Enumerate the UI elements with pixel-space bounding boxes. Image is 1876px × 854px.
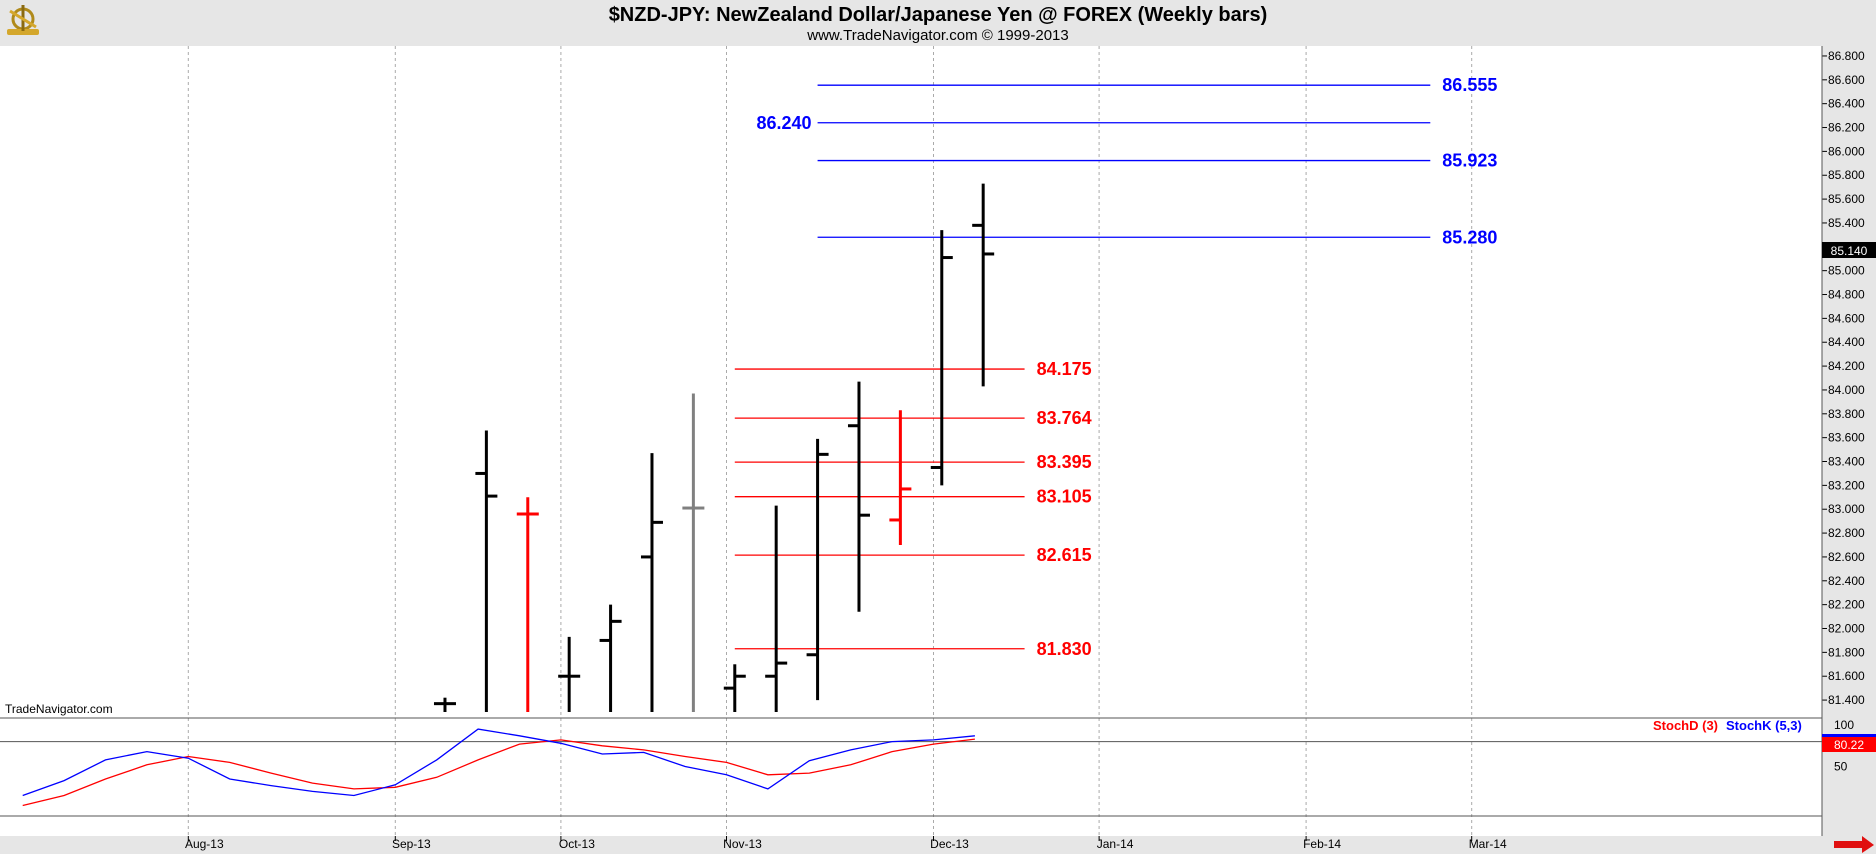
price-tick-label: 82.600 (1828, 550, 1865, 564)
price-tick-label: 85.000 (1828, 264, 1865, 278)
price-tick-label: 86.400 (1828, 97, 1865, 111)
title-bar (0, 0, 1876, 46)
price-tick-label: 83.200 (1828, 478, 1865, 492)
last-price-tag: 85.140 (1822, 242, 1876, 258)
date-tick-label: Jan-14 (1097, 837, 1134, 851)
price-tick-label: 84.600 (1828, 311, 1865, 325)
price-tick-label: 84.200 (1828, 359, 1865, 373)
level-label: 81.830 (1037, 639, 1092, 659)
stochastic-series-line (22, 728, 975, 797)
right-arrow-icon[interactable] (1834, 836, 1874, 853)
date-tick-label: Dec-13 (930, 837, 969, 851)
price-tick-label: 86.200 (1828, 121, 1865, 135)
price-bars (433, 183, 995, 712)
price-tick-label: 81.600 (1828, 669, 1865, 683)
level-label: 83.764 (1037, 408, 1092, 428)
date-tick-label: Sep-13 (392, 837, 431, 851)
price-tick-label: 86.800 (1828, 49, 1865, 63)
price-tick-label: 84.400 (1828, 335, 1865, 349)
price-tick-label: 83.400 (1828, 455, 1865, 469)
price-tick-label: 82.800 (1828, 526, 1865, 540)
date-tick-label: Nov-13 (723, 837, 762, 851)
price-tick-label: 86.000 (1828, 144, 1865, 158)
stochd-value-tag (1822, 737, 1876, 752)
level-label: 86.240 (757, 113, 812, 133)
price-tick-label: 81.800 (1828, 645, 1865, 659)
sextant-logo-icon (7, 5, 39, 35)
date-axis-panel (0, 836, 1822, 854)
last-price-label: 85.140 (1831, 244, 1868, 258)
level-label: 82.615 (1037, 545, 1092, 565)
price-tick-label: 85.600 (1828, 192, 1865, 206)
price-levels: 86.555 86.240 85.923 85.280 84.175 83.764 83.3… (734, 75, 1497, 659)
price-tick-label: 81.400 (1828, 693, 1865, 707)
price-tick-label: 84.000 (1828, 383, 1865, 397)
oscillator-tick-label: 50 (1834, 760, 1848, 774)
price-axis: 86.800 86.600 86.400 86.200 86.000 85.800 85.6… (1822, 49, 1865, 707)
level-label: 84.175 (1037, 359, 1092, 379)
chart-subtitle: www.TradeNavigator.com © 1999-2013 (806, 27, 1068, 44)
watermark-text: TradeNavigator.com (5, 702, 113, 716)
level-label: 85.280 (1442, 227, 1497, 247)
price-tick-label: 84.800 (1828, 288, 1865, 302)
price-tick-label: 82.200 (1828, 598, 1865, 612)
price-tick-label: 83.600 (1828, 431, 1865, 445)
price-tick-label: 85.800 (1828, 168, 1865, 182)
chart-title: $NZD-JPY: NewZealand Dollar/Japanese Yen… (609, 4, 1268, 26)
price-tick-label: 85.400 (1828, 216, 1865, 230)
level-label: 83.105 (1037, 487, 1092, 507)
level-label: 86.555 (1442, 75, 1497, 95)
level-label: 83.395 (1037, 452, 1092, 472)
oscillator-tick-label: 100 (1834, 718, 1854, 732)
price-tick-label: 82.000 (1828, 622, 1865, 636)
price-axis-panel (1822, 46, 1876, 854)
price-tick-label: 82.400 (1828, 574, 1865, 588)
date-tick-label: Feb-14 (1303, 837, 1341, 851)
date-tick-label: Aug-13 (185, 837, 224, 851)
price-tick-label: 83.000 (1828, 502, 1865, 516)
date-axis: Aug-13 Sep-13 Oct-13 Nov-13 Dec-13 Jan-14 Feb-… (185, 836, 1507, 851)
stochd-value-label: 80.22 (1834, 738, 1864, 752)
level-label: 85.923 (1442, 151, 1497, 171)
date-tick-label: Oct-13 (559, 837, 595, 851)
legend-stochk: StochK (5,3) (1726, 718, 1802, 733)
stochastic-series-line (22, 738, 975, 807)
legend-stochd: StochD (3) (1653, 718, 1718, 733)
date-tick-label: Mar-14 (1469, 837, 1507, 851)
price-tick-label: 86.600 (1828, 73, 1865, 87)
price-tick-label: 83.800 (1828, 407, 1865, 421)
